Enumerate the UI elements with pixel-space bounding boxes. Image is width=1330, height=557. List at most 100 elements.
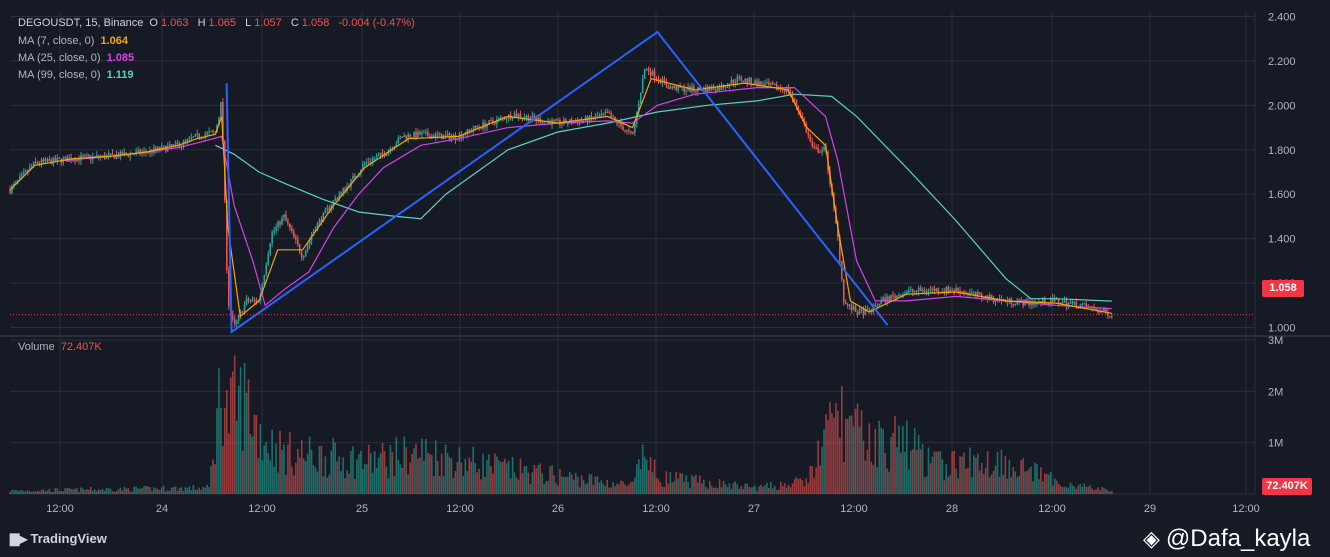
price-tick-label: 1.400 [1268, 234, 1296, 246]
volume-bar [91, 491, 94, 494]
volume-bar [490, 466, 492, 494]
volume-bar [937, 451, 940, 494]
volume-bar [606, 479, 609, 494]
volume-bar [866, 449, 869, 494]
volume-bar [990, 474, 993, 494]
candle-body [809, 135, 812, 142]
volume-bar [320, 445, 323, 494]
volume-bar [21, 490, 23, 494]
volume-bar [988, 477, 991, 494]
volume-bar [872, 464, 875, 494]
candle-body [716, 86, 719, 92]
candle-body [208, 131, 210, 133]
volume-bar [896, 447, 898, 494]
ma25-value: 1.085 [106, 52, 135, 64]
volume-bar [308, 436, 311, 494]
volume-bar [218, 368, 220, 494]
volume-bar [505, 463, 508, 494]
volume-bar [523, 466, 526, 494]
volume-bar [787, 484, 790, 494]
candle-body [450, 136, 453, 140]
volume-bar [971, 477, 973, 494]
volume-bar [870, 461, 873, 494]
tradingview-logo[interactable]: ▇▶ TradingView [10, 531, 107, 546]
candle-body [1014, 304, 1017, 306]
candle-body [884, 297, 886, 303]
time-tick-label: 28 [946, 503, 958, 515]
volume-bar [379, 453, 382, 494]
candle-body [634, 123, 636, 134]
chart-canvas[interactable]: 2.4002.2002.0001.8001.6001.4001.2001.000… [0, 0, 1330, 522]
volume-bar [395, 437, 398, 494]
volume-bar [1030, 466, 1032, 494]
volume-value: 72.407K [60, 341, 102, 353]
candle-body [88, 155, 90, 157]
volume-bar [1083, 483, 1086, 494]
volume-bar [996, 451, 999, 494]
volume-bar [679, 473, 681, 494]
candle-body [411, 137, 413, 139]
volume-bar [1047, 474, 1050, 494]
candle-body [121, 151, 124, 156]
candle-body [490, 120, 492, 122]
candle-body [921, 289, 924, 292]
candle-body [1018, 299, 1020, 302]
volume-bar [442, 476, 445, 494]
candle-body [1026, 299, 1028, 302]
candle-body [795, 100, 798, 107]
ma7-legend[interactable]: MA (7, close, 0) 1.064 [18, 35, 131, 48]
candle-body [1034, 303, 1036, 305]
volume-bar [1073, 486, 1076, 494]
volume-bar [70, 488, 72, 494]
volume-bar [468, 457, 471, 494]
volume-bar [762, 486, 764, 494]
candle-body [945, 286, 948, 293]
candle-body [417, 131, 419, 138]
candle-body [326, 207, 329, 210]
candle-body [1020, 299, 1022, 301]
candle-body [245, 298, 248, 305]
candle-body [866, 309, 869, 311]
candle-body [44, 158, 47, 162]
volume-bar [324, 456, 327, 494]
volume-bar [153, 487, 155, 494]
candle-body [1109, 315, 1111, 317]
volume-bar [269, 460, 271, 494]
open-value: 1.063 [160, 17, 189, 29]
volume-bar [123, 486, 126, 494]
candle-body [653, 70, 656, 79]
ma25-legend[interactable]: MA (25, close, 0) 1.085 [18, 52, 137, 65]
volume-bar [785, 487, 788, 494]
volume-bar [732, 482, 735, 494]
volume-bar [801, 480, 804, 494]
volume-bar [285, 474, 287, 494]
candle-body [488, 120, 490, 125]
volume-bar [448, 457, 451, 494]
volume-bar [196, 489, 199, 494]
volume-bar [563, 476, 565, 494]
volume-bar [726, 487, 729, 494]
time-tick-label: 27 [748, 503, 760, 515]
volume-bar [547, 481, 549, 494]
volume-bar [697, 482, 699, 494]
candle-body [160, 146, 163, 150]
volume-legend[interactable]: Volume 72.407K [18, 341, 105, 354]
volume-bar [484, 477, 486, 494]
volume-bar [973, 455, 975, 494]
candle-body [188, 137, 191, 139]
candle-body [464, 134, 467, 136]
volume-bar [360, 450, 362, 494]
candle-body [350, 178, 352, 187]
last-volume-tag: 72.407K [1262, 478, 1312, 495]
candle-body [438, 133, 441, 136]
ma99-legend[interactable]: MA (99, close, 0) 1.119 [18, 69, 137, 82]
volume-bar [99, 490, 102, 494]
candle-body [898, 294, 900, 296]
volume-bar [691, 474, 693, 494]
volume-bar [13, 490, 15, 494]
volume-bar [821, 446, 823, 494]
volume-bar [273, 466, 275, 494]
candle-body [637, 103, 640, 113]
volume-bar [643, 456, 646, 494]
volume-bar [1103, 488, 1105, 494]
